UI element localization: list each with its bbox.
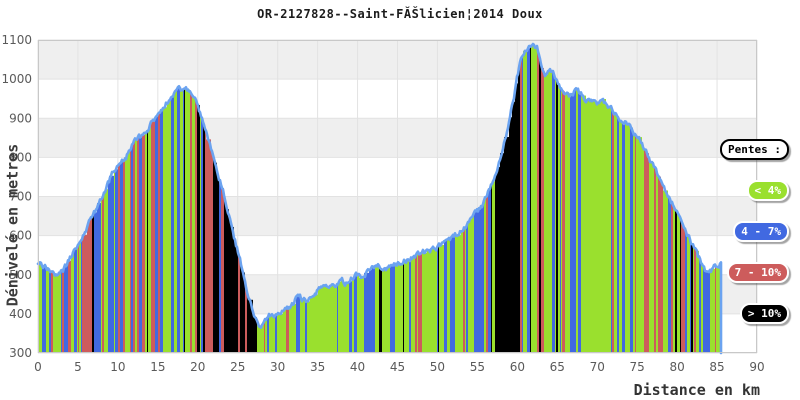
- svg-text:35: 35: [310, 360, 325, 374]
- slope-legend: Pentes : < 4% 4 - 7% 7 - 10% > 10%: [720, 139, 789, 324]
- svg-text:300: 300: [9, 346, 32, 360]
- svg-text:90: 90: [749, 360, 764, 374]
- svg-text:15: 15: [150, 360, 165, 374]
- legend-title: Pentes :: [720, 139, 789, 160]
- svg-text:75: 75: [630, 360, 645, 374]
- svg-text:0: 0: [34, 360, 42, 374]
- svg-text:65: 65: [550, 360, 565, 374]
- svg-text:800: 800: [9, 150, 32, 164]
- svg-text:50: 50: [430, 360, 445, 374]
- svg-text:40: 40: [350, 360, 365, 374]
- svg-text:700: 700: [9, 190, 32, 204]
- legend-item-4-7pct: 4 - 7%: [733, 221, 789, 242]
- svg-text:1000: 1000: [1, 72, 32, 86]
- svg-text:55: 55: [470, 360, 485, 374]
- svg-text:70: 70: [590, 360, 605, 374]
- legend-item-7-10pct: 7 - 10%: [726, 262, 789, 283]
- svg-text:1100: 1100: [1, 33, 32, 47]
- svg-text:85: 85: [709, 360, 724, 374]
- legend-item-lt-4pct: < 4%: [746, 180, 789, 201]
- legend-item-gt-10pct: > 10%: [739, 303, 789, 324]
- y-tick-labels: 300 400 500 600 700 800 900 1000 1100: [1, 33, 32, 360]
- svg-text:80: 80: [669, 360, 684, 374]
- slope-stripes: [38, 45, 721, 354]
- svg-text:60: 60: [510, 360, 525, 374]
- profile-outline: [36, 42, 723, 355]
- svg-text:900: 900: [9, 111, 32, 125]
- svg-text:600: 600: [9, 229, 32, 243]
- chart-title: OR-2127828--Saint-FĂŠlicien¦2014 Doux: [257, 7, 543, 21]
- svg-text:20: 20: [190, 360, 205, 374]
- svg-text:500: 500: [9, 268, 32, 282]
- svg-text:45: 45: [390, 360, 405, 374]
- x-tick-labels: 0 5 10 15 20 25 30 35 40 45 50 55 60 65 70 75 80 85 90: [34, 360, 764, 374]
- svg-text:25: 25: [230, 360, 245, 374]
- x-axis-label: Distance en km: [633, 381, 760, 399]
- svg-text:400: 400: [9, 307, 32, 321]
- svg-text:30: 30: [270, 360, 285, 374]
- svg-text:5: 5: [74, 360, 82, 374]
- svg-text:10: 10: [110, 360, 125, 374]
